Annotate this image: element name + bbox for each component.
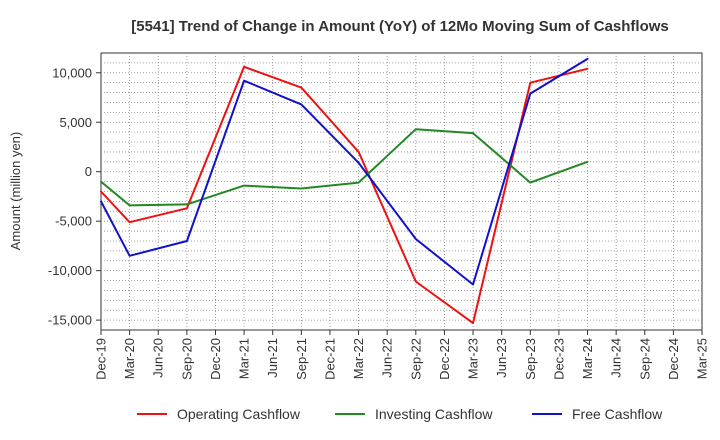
x-tick-label: Jun-21 <box>265 338 280 378</box>
x-tick-label: Sep-23 <box>523 338 538 380</box>
x-tick-label: Sep-21 <box>294 338 309 380</box>
x-tick-label: Mar-21 <box>237 338 252 379</box>
x-tick-label: Dec-23 <box>551 338 566 380</box>
chart-title: [5541] Trend of Change in Amount (YoY) o… <box>131 18 669 35</box>
y-axis-title: Amount (million yen) <box>8 132 23 251</box>
x-tick-label: Dec-19 <box>94 338 109 380</box>
x-tick-label: Sep-22 <box>408 338 423 380</box>
series-line-free-cashflow <box>100 57 589 286</box>
x-tick-label: Mar-20 <box>122 338 137 379</box>
legend-label-investing-cashflow: Investing Cashflow <box>375 406 493 422</box>
series-line-investing-cashflow <box>100 128 589 207</box>
y-axis-ticks: 10,000 5,000 0 -5,000 -10,000 -15,000 <box>48 65 101 328</box>
x-tick-label: Mar-23 <box>466 338 481 379</box>
y-tick-label: 10,000 <box>52 65 92 80</box>
y-tick-label: -15,000 <box>48 313 92 328</box>
series-line-operating-cashflow <box>100 65 589 325</box>
series-layer <box>100 57 589 325</box>
x-tick-label: Jun-22 <box>380 338 395 378</box>
x-tick-label: Dec-20 <box>208 338 223 380</box>
y-tick-label: -5,000 <box>55 214 92 229</box>
x-tick-label: Mar-25 <box>695 338 710 379</box>
x-tick-label: Sep-24 <box>637 338 652 380</box>
x-tick-label: Mar-22 <box>351 338 366 379</box>
x-tick-label: Jun-24 <box>609 338 624 378</box>
x-tick-label: Dec-22 <box>437 338 452 380</box>
x-tick-label: Jun-20 <box>151 338 166 378</box>
x-tick-label: Jun-23 <box>494 338 509 378</box>
legend-label-operating-cashflow: Operating Cashflow <box>177 406 301 422</box>
x-axis-ticks: Dec-19 Mar-20 Jun-20 Sep-20 Dec-20 Mar-21 Jun-… <box>94 330 710 380</box>
x-tick-label: Sep-20 <box>179 338 194 380</box>
legend: Operating Cashflow Investing Cashflow Free… <box>137 406 663 422</box>
x-tick-label: Dec-24 <box>666 338 681 380</box>
y-tick-label: -10,000 <box>48 263 92 278</box>
y-tick-label: 0 <box>85 164 92 179</box>
x-tick-label: Mar-24 <box>580 338 595 379</box>
y-tick-label: 5,000 <box>59 115 92 130</box>
x-tick-label: Dec-21 <box>322 338 337 380</box>
legend-label-free-cashflow: Free Cashflow <box>572 406 663 422</box>
